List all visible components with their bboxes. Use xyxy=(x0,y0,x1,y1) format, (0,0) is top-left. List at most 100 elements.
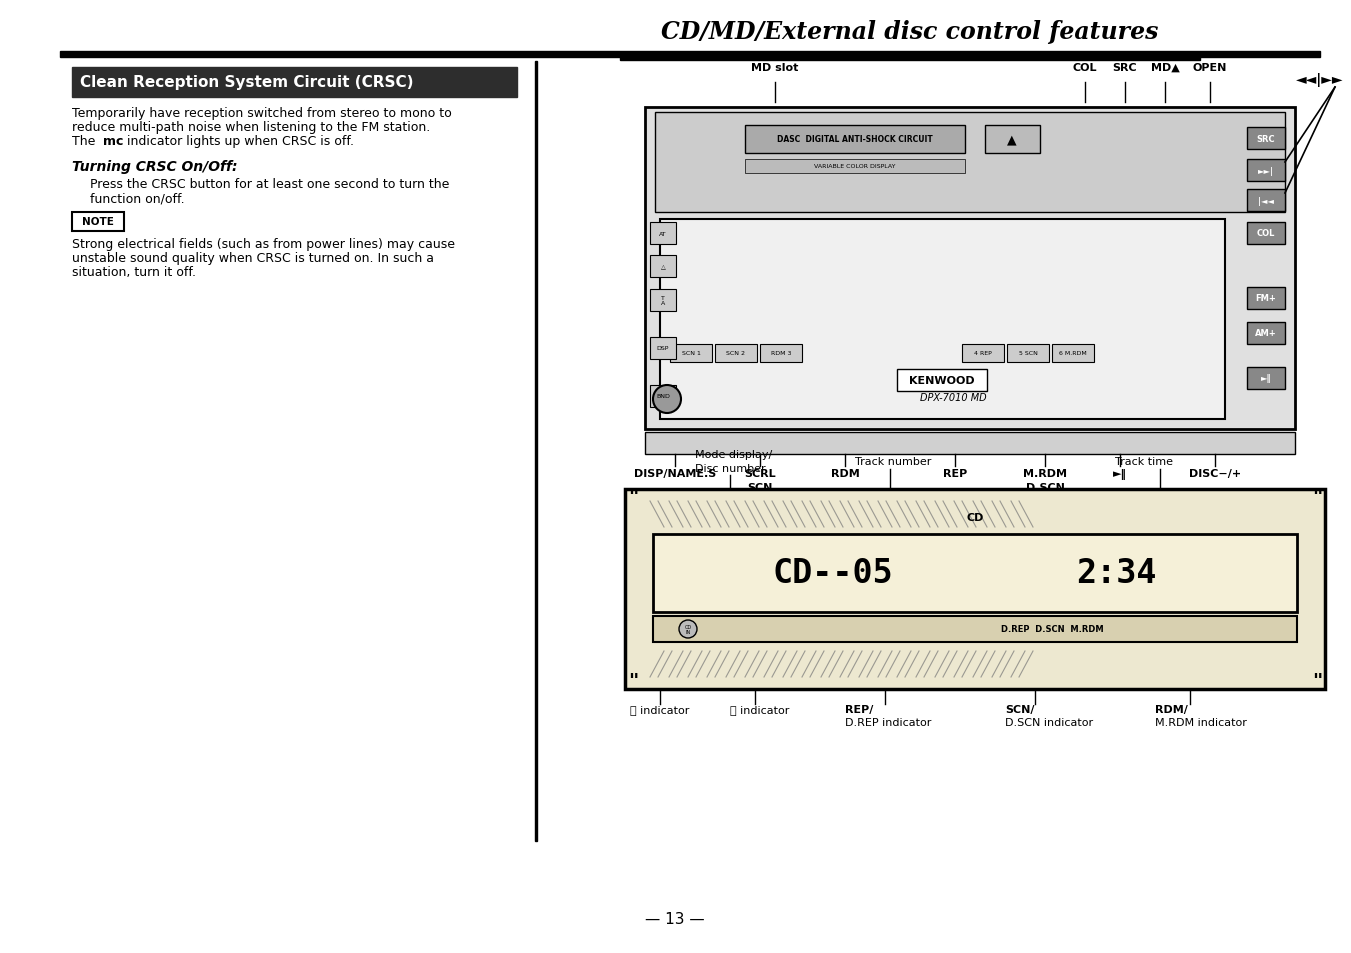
Text: SRC: SRC xyxy=(1256,134,1275,143)
Text: D.REP  D.SCN  M.RDM: D.REP D.SCN M.RDM xyxy=(1001,625,1104,634)
Text: RDM: RDM xyxy=(831,469,859,478)
Text: DPX-7010 MD: DPX-7010 MD xyxy=(920,393,988,402)
Text: unstable sound quality when CRSC is turned on. In such a: unstable sound quality when CRSC is turn… xyxy=(72,252,434,265)
Text: MD slot: MD slot xyxy=(751,63,798,73)
Text: mc: mc xyxy=(103,135,123,148)
Text: Turning CRSC On/Off:: Turning CRSC On/Off: xyxy=(72,160,238,173)
Text: reduce multi-path noise when listening to the FM station.: reduce multi-path noise when listening t… xyxy=(72,121,430,133)
Text: SCN 2: SCN 2 xyxy=(727,351,746,356)
Text: CD: CD xyxy=(966,513,984,522)
Text: — 13 —: — 13 — xyxy=(646,911,705,926)
Bar xyxy=(644,433,1296,455)
Text: 6 M.RDM: 6 M.RDM xyxy=(1059,351,1086,356)
Bar xyxy=(1247,128,1285,150)
Bar xyxy=(653,617,1297,642)
Text: situation, turn it off.: situation, turn it off. xyxy=(72,266,196,278)
Bar xyxy=(650,337,676,359)
Text: Disc number: Disc number xyxy=(694,463,766,474)
Text: △: △ xyxy=(661,264,666,269)
Text: ▲: ▲ xyxy=(1008,133,1017,147)
Bar xyxy=(535,62,536,841)
Text: CD--05: CD--05 xyxy=(773,557,894,590)
Text: REP/: REP/ xyxy=(844,704,873,714)
Text: ►►|: ►►| xyxy=(1258,167,1274,175)
Text: ": " xyxy=(628,672,638,691)
Text: M.RDM: M.RDM xyxy=(1023,469,1067,478)
Bar xyxy=(761,345,802,363)
Text: The: The xyxy=(72,135,100,148)
Text: SRC: SRC xyxy=(1113,63,1138,73)
Text: 5 SCN: 5 SCN xyxy=(1019,351,1038,356)
Bar xyxy=(1247,160,1285,182)
Text: SCN 1: SCN 1 xyxy=(681,351,700,356)
Text: AT: AT xyxy=(659,232,667,236)
Bar xyxy=(655,112,1285,213)
Text: 2:34: 2:34 xyxy=(1077,557,1156,590)
Text: Press the CRSC button for at least one second to turn the: Press the CRSC button for at least one s… xyxy=(91,178,450,191)
Text: D.SCN indicator: D.SCN indicator xyxy=(1005,718,1093,727)
Bar xyxy=(72,213,124,232)
Bar xyxy=(1247,190,1285,212)
Text: ": " xyxy=(1312,672,1323,691)
Bar xyxy=(1247,323,1285,345)
Text: RDM 3: RDM 3 xyxy=(771,351,792,356)
Bar xyxy=(1247,223,1285,245)
Bar xyxy=(962,345,1004,363)
Text: ►‖: ►‖ xyxy=(1260,375,1271,383)
Text: Ⓐ indicator: Ⓐ indicator xyxy=(630,704,689,714)
Text: D.SCN: D.SCN xyxy=(1025,482,1065,493)
Bar xyxy=(1006,345,1048,363)
Circle shape xyxy=(653,386,681,414)
Bar xyxy=(1052,345,1094,363)
Text: SCN: SCN xyxy=(747,482,773,493)
Text: Track number: Track number xyxy=(855,456,931,467)
Bar xyxy=(653,535,1297,613)
Bar xyxy=(650,223,676,245)
Text: D.REP indicator: D.REP indicator xyxy=(844,718,931,727)
Text: DISC−/+: DISC−/+ xyxy=(1189,469,1242,478)
Text: ": " xyxy=(628,488,638,507)
Text: DISP/NAME.S: DISP/NAME.S xyxy=(634,469,716,478)
Text: NOTE: NOTE xyxy=(82,216,113,227)
Circle shape xyxy=(680,620,697,639)
Bar xyxy=(620,58,1200,60)
Text: REP: REP xyxy=(943,469,967,478)
Text: BND: BND xyxy=(657,395,670,399)
Bar xyxy=(661,220,1225,419)
Bar xyxy=(715,345,757,363)
Bar xyxy=(650,255,676,277)
Bar xyxy=(59,52,1320,58)
Text: AM+: AM+ xyxy=(1255,329,1277,338)
Bar xyxy=(644,108,1296,430)
Bar xyxy=(744,160,965,173)
Text: FM+: FM+ xyxy=(1255,294,1277,303)
Text: KENWOOD: KENWOOD xyxy=(909,375,975,386)
Text: M.RDM indicator: M.RDM indicator xyxy=(1155,718,1247,727)
Bar xyxy=(650,290,676,312)
Bar xyxy=(1247,288,1285,310)
Text: Temporarily have reception switched from stereo to mono to: Temporarily have reception switched from… xyxy=(72,107,451,120)
Text: indicator lights up when CRSC is off.: indicator lights up when CRSC is off. xyxy=(123,135,354,148)
Text: VARIABLE COLOR DISPLAY: VARIABLE COLOR DISPLAY xyxy=(815,164,896,170)
Text: CD
IN: CD IN xyxy=(685,624,692,635)
Text: ►‖: ►‖ xyxy=(1113,469,1127,479)
Text: ◄◄|►►: ◄◄|►► xyxy=(1296,73,1344,87)
Text: Mode display/: Mode display/ xyxy=(694,450,773,459)
Text: |◄◄: |◄◄ xyxy=(1258,196,1274,205)
Bar xyxy=(1247,368,1285,390)
Text: Clean Reception System Circuit (CRSC): Clean Reception System Circuit (CRSC) xyxy=(80,75,413,91)
Text: Track time: Track time xyxy=(1115,456,1173,467)
Text: SCN/: SCN/ xyxy=(1005,704,1035,714)
Text: DSP: DSP xyxy=(657,346,669,351)
Text: ": " xyxy=(1312,488,1323,507)
Text: function on/off.: function on/off. xyxy=(91,192,185,205)
Text: OPEN: OPEN xyxy=(1193,63,1227,73)
Bar xyxy=(744,126,965,153)
Bar xyxy=(72,68,517,98)
Text: DASC  DIGITAL ANTI-SHOCK CIRCUIT: DASC DIGITAL ANTI-SHOCK CIRCUIT xyxy=(777,135,934,144)
Text: T
A: T A xyxy=(661,295,665,306)
Text: COL: COL xyxy=(1073,63,1097,73)
Text: SCRL: SCRL xyxy=(744,469,775,478)
Text: Ⓣ indicator: Ⓣ indicator xyxy=(730,704,789,714)
Text: CD/MD/External disc control features: CD/MD/External disc control features xyxy=(661,20,1159,44)
